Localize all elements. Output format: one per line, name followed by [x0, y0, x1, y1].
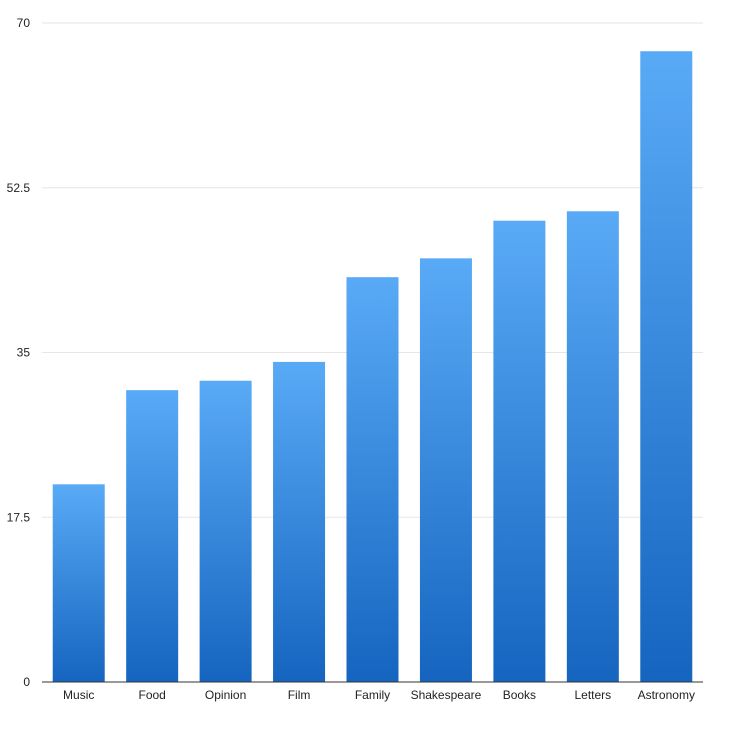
x-tick-label: Film — [288, 688, 311, 702]
x-tick-label: Astronomy — [638, 688, 695, 702]
bar-family — [346, 277, 399, 682]
bar-food — [126, 390, 179, 682]
bars — [52, 51, 693, 683]
bar-opinion — [199, 380, 252, 682]
bar-shakespeare — [419, 258, 472, 682]
y-tick-label: 35 — [17, 346, 31, 360]
x-tick-label: Food — [138, 688, 165, 702]
y-axis-ticks: 0 17.5 35 52.5 70 — [7, 16, 31, 689]
y-tick-label: 70 — [17, 16, 31, 30]
x-tick-label: Music — [63, 688, 94, 702]
bar-film — [273, 361, 326, 682]
y-tick-label: 17.5 — [7, 510, 31, 524]
x-tick-label: Shakespeare — [411, 688, 482, 702]
x-tick-label: Letters — [574, 688, 611, 702]
bar-letters — [566, 211, 619, 683]
y-tick-label: 52.5 — [7, 181, 31, 195]
x-tick-label: Books — [503, 688, 536, 702]
x-tick-label: Family — [355, 688, 390, 702]
bar-music — [52, 484, 105, 682]
bar-books — [493, 220, 546, 682]
x-axis-ticks: Music Food Opinion Film Family Shakespeare Boo… — [63, 688, 695, 702]
x-tick-label: Opinion — [205, 688, 246, 702]
y-tick-label: 0 — [23, 675, 30, 689]
bar-astronomy — [640, 51, 693, 682]
